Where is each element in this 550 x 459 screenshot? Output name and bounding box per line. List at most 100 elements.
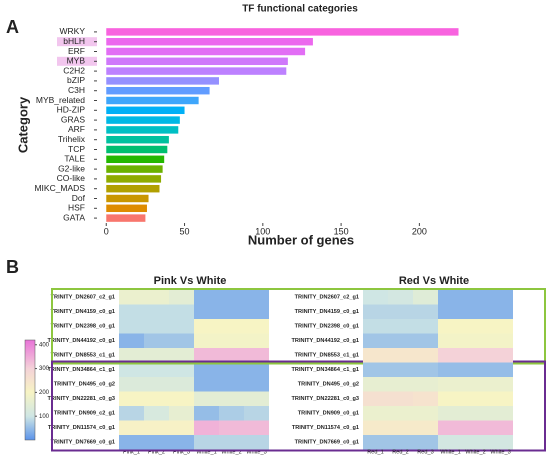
- column-label: Pink_3: [173, 449, 190, 455]
- heatmap-cell: [413, 319, 438, 334]
- y-tick-label: GRAS: [61, 114, 85, 124]
- column-label: Pink_2: [148, 449, 165, 455]
- heatmap-cell: [119, 333, 144, 348]
- bar: [106, 204, 147, 213]
- x-axis-label: Number of genes: [248, 232, 354, 247]
- chart-title: TF functional categories: [242, 4, 358, 15]
- x-tick-label: 50: [180, 226, 190, 236]
- heatmap-cell: [219, 290, 244, 305]
- heatmap-cell: [438, 362, 463, 377]
- heatmap-cell: [219, 406, 244, 421]
- heatmap-cell: [219, 377, 244, 392]
- y-tick-label: bHLH: [63, 36, 85, 46]
- heatmap-cell: [488, 319, 513, 334]
- heatmap-cell: [488, 420, 513, 435]
- heatmap-cell: [438, 348, 463, 363]
- heatmap-cell: [388, 333, 413, 348]
- heatmap-cell: [363, 290, 388, 305]
- heatmap-cell: [244, 420, 269, 435]
- x-tick-label: 0: [104, 226, 109, 236]
- heatmap-cell: [219, 435, 244, 450]
- heatmap-cell: [463, 348, 488, 363]
- bar: [106, 165, 163, 173]
- heatmap-cell: [363, 406, 388, 421]
- heatmap-cell: [144, 435, 169, 450]
- heatmap-cell: [463, 435, 488, 450]
- heatmap-cell: [488, 333, 513, 348]
- row-label: TRINITY_DN44192_c0_g1: [292, 338, 359, 344]
- heatmap-cell: [244, 333, 269, 348]
- bar: [106, 47, 306, 56]
- y-axis-label: Category: [15, 96, 30, 153]
- group-box: [51, 288, 546, 365]
- y-tick-label: C3H: [68, 85, 85, 95]
- heatmap-cell: [488, 406, 513, 421]
- row-label: TRINITY_DN7669_c0_g1: [295, 440, 359, 446]
- label-highlight: [57, 56, 97, 66]
- label-highlight: [57, 37, 97, 47]
- heatmap-cell: [388, 348, 413, 363]
- heatmap-cell: [438, 406, 463, 421]
- heatmap-cell: [438, 304, 463, 319]
- y-tick-label: HD-ZIP: [57, 105, 86, 115]
- bar: [106, 135, 169, 144]
- row-label: TRINITY_DN2398_c0_g1: [51, 324, 115, 330]
- heatmap-cell: [119, 348, 144, 363]
- heatmap-cell: [144, 290, 169, 305]
- heatmap-cell: [194, 420, 219, 435]
- heatmap-cell: [438, 290, 463, 305]
- heatmap-cell: [488, 304, 513, 319]
- heatmap-cell: [119, 362, 144, 377]
- bar: [106, 37, 313, 46]
- y-tick-label: MIKC_MADS: [34, 183, 85, 193]
- heatmap-cell: [119, 304, 144, 319]
- heatmap-cell: [244, 304, 269, 319]
- column-label: White_3: [490, 449, 511, 455]
- heatmap-cell: [144, 406, 169, 421]
- heatmap-cell: [119, 435, 144, 450]
- heatmap-cell: [169, 435, 194, 450]
- heatmap-cell: [194, 319, 219, 334]
- heatmap-cell: [388, 391, 413, 406]
- y-tick-label: ERF: [68, 46, 85, 56]
- row-label: TRINITY_DN34864_c1_g1: [48, 367, 115, 373]
- bar: [106, 106, 185, 115]
- heatmap-cell: [463, 420, 488, 435]
- heatmap-cell: [119, 319, 144, 334]
- column-label: White_2: [465, 449, 486, 455]
- group-box: [51, 360, 546, 452]
- heatmap-cell: [413, 391, 438, 406]
- heatmap-cell: [413, 435, 438, 450]
- heatmap-cell: [488, 435, 513, 450]
- x-tick-label: 150: [334, 226, 349, 236]
- colorbar-tick-label: 200: [39, 390, 50, 396]
- heatmap-cell: [363, 348, 388, 363]
- y-tick-label: HSF: [68, 203, 85, 213]
- heatmap-cell: [463, 406, 488, 421]
- heatmap-cell: [219, 333, 244, 348]
- row-label: TRINITY_DN7669_c0_g1: [51, 440, 115, 446]
- bar: [106, 184, 160, 193]
- heatmap-cell: [413, 362, 438, 377]
- heatmap-cell: [169, 348, 194, 363]
- heatmap-cell: [388, 290, 413, 305]
- column-label: Red_2: [392, 449, 408, 455]
- heatmap-cell: [194, 391, 219, 406]
- colorbar-tick-label: 300: [39, 366, 50, 372]
- column-label: White_1: [196, 449, 217, 455]
- y-tick-label: TCP: [68, 144, 85, 154]
- heatmap-cell: [144, 420, 169, 435]
- row-label: TRINITY_DN2607_c2_g1: [51, 295, 115, 301]
- colorbar-tick-label: 100: [39, 414, 50, 420]
- heatmap-cell: [244, 377, 269, 392]
- heatmap-cell: [169, 304, 194, 319]
- row-label: TRINITY_DN909_c0_g1: [298, 411, 359, 417]
- heatmap-cell: [194, 333, 219, 348]
- heatmap-cell: [388, 406, 413, 421]
- y-tick-label: CO-like: [57, 173, 86, 183]
- heatmap-cell: [169, 391, 194, 406]
- heatmap-cell: [438, 333, 463, 348]
- heatmap-cell: [388, 304, 413, 319]
- heatmap-cell: [119, 391, 144, 406]
